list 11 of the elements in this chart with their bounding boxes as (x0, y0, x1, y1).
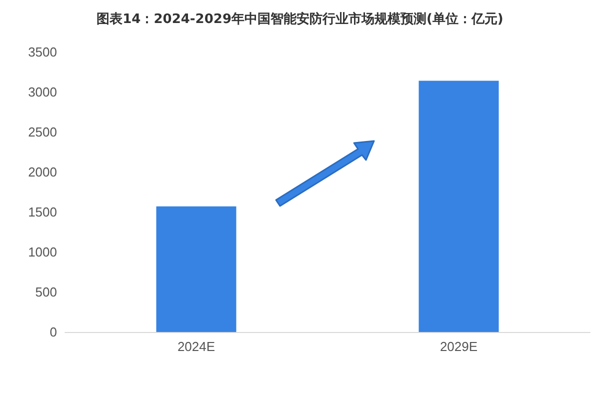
y-tick-label: 1500 (28, 204, 57, 220)
x-tick-label: 2024E (177, 339, 216, 354)
y-tick-label: 2500 (28, 124, 57, 140)
y-tick-label: 0 (50, 324, 57, 340)
x-tick-label: 2029E (440, 339, 478, 354)
chart-title: 图表14：2024-2029年中国智能安防行业市场规模预测(单位：亿元) (96, 11, 504, 27)
y-tick-label: 1000 (28, 244, 57, 260)
y-tick-label: 3500 (28, 44, 57, 60)
y-tick-label: 500 (35, 284, 57, 300)
y-tick-label: 2000 (28, 164, 57, 180)
y-tick-label: 3000 (28, 84, 57, 100)
